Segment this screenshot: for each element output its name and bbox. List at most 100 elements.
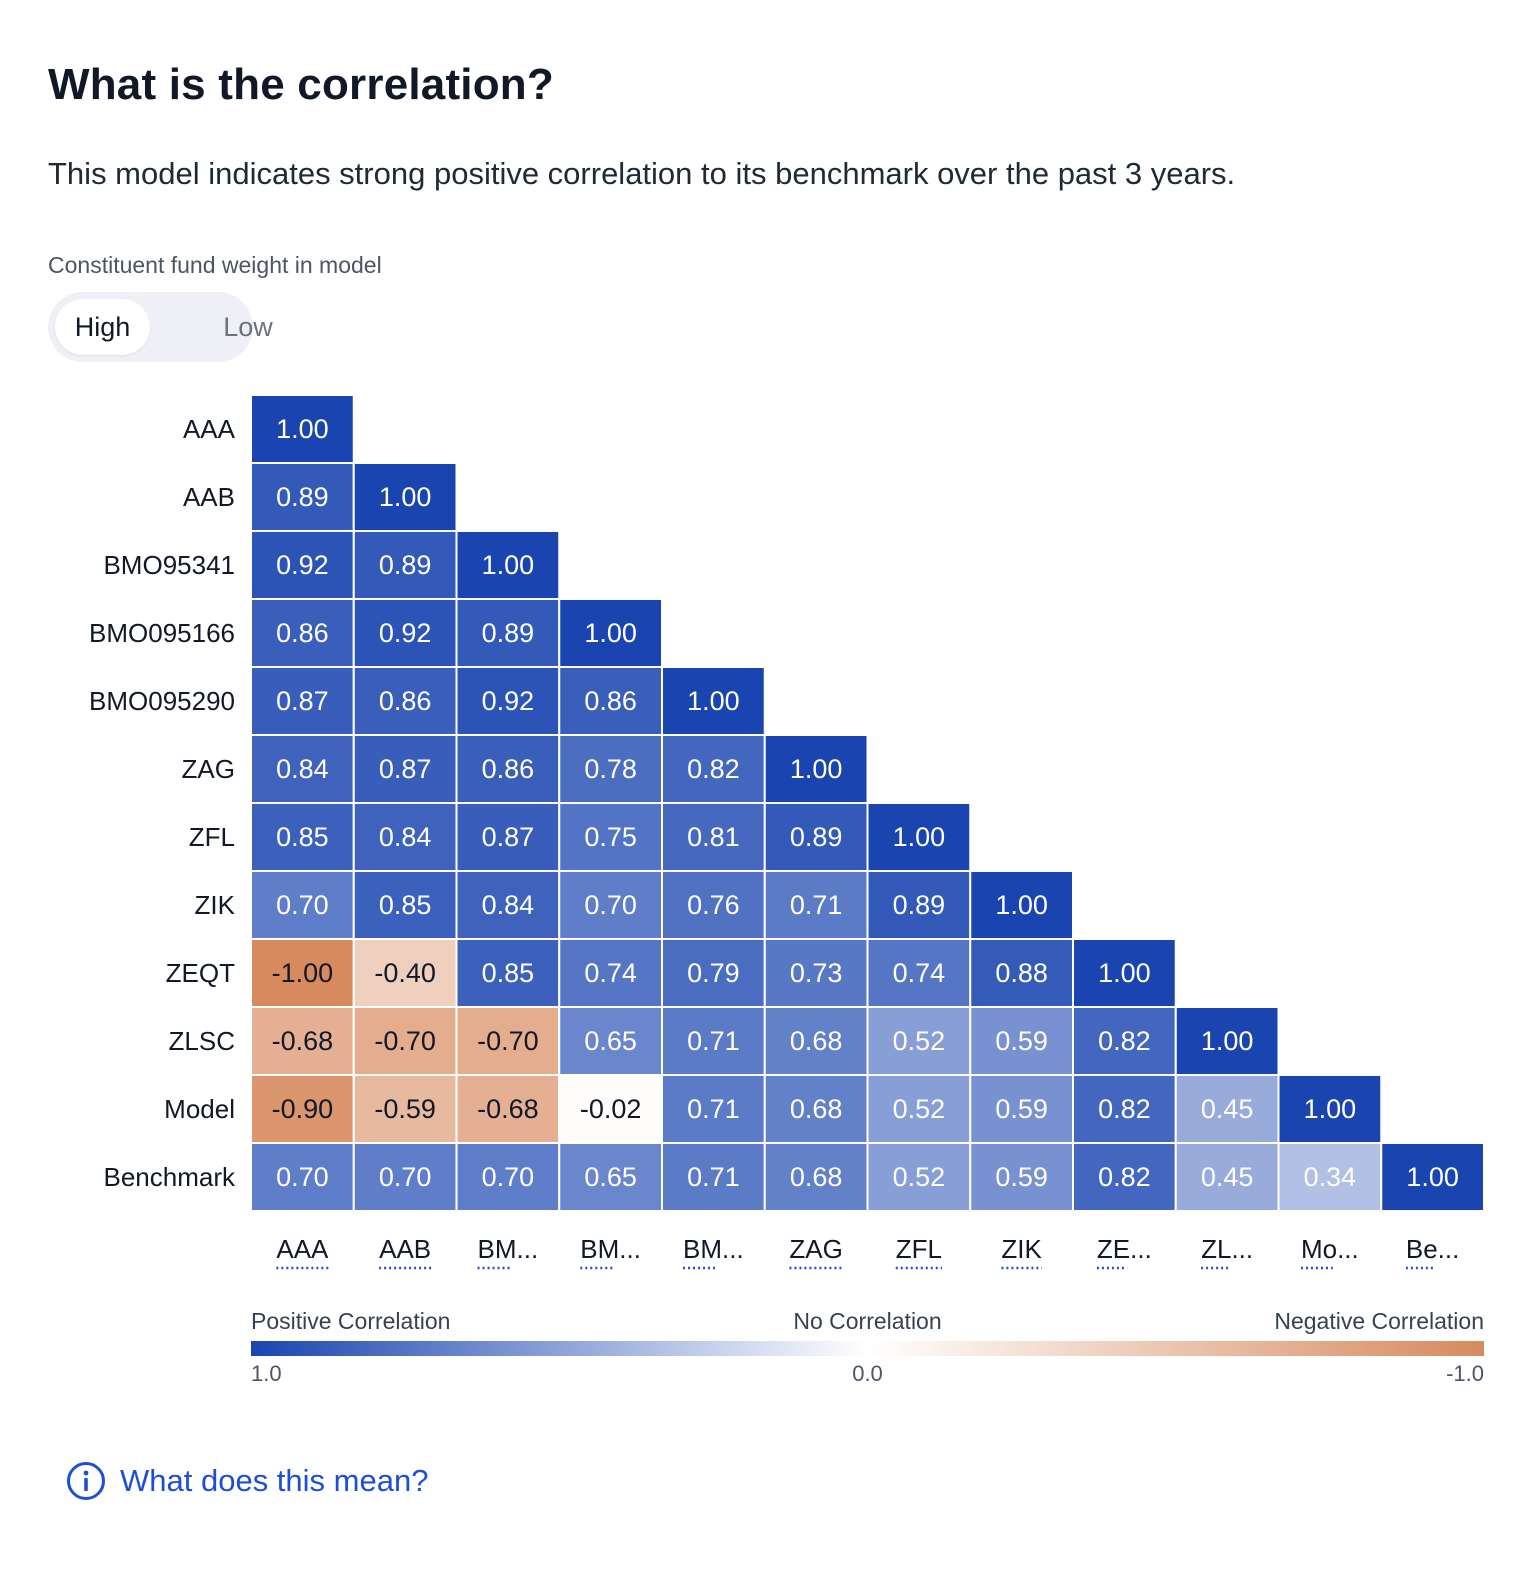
row-label: BMO095166: [89, 618, 235, 648]
heatmap-cell: [558, 1142, 663, 1212]
heatmap-cell-label: 0.87: [379, 754, 432, 784]
heatmap-cell: [1174, 1006, 1280, 1076]
column-label[interactable]: ZAG: [789, 1234, 842, 1264]
heatmap-cell-label: 0.92: [379, 618, 432, 648]
heatmap-cell-label: 0.71: [687, 1094, 740, 1124]
heatmap-cell: [558, 1006, 663, 1076]
heatmap-cell-label: 0.52: [893, 1162, 946, 1192]
heatmap-cell: [352, 666, 458, 736]
heatmap-cell-label: 0.68: [790, 1162, 843, 1192]
column-label[interactable]: BM...: [683, 1234, 744, 1264]
heatmap-cell-label: 0.86: [276, 618, 329, 648]
heatmap-cell: [352, 802, 458, 872]
weight-toggle: High Low: [48, 292, 273, 362]
heatmap-cell-label: 0.81: [687, 822, 740, 852]
row-label: ZIK: [195, 890, 236, 920]
row-label: Benchmark: [104, 1162, 236, 1192]
heatmap-cell-label: 0.87: [276, 686, 329, 716]
heatmap-cell-label: 0.86: [482, 754, 535, 784]
legend-ticks: 1.0 0.0 -1.0: [251, 1361, 1484, 1389]
heatmap-cell: [250, 1074, 355, 1144]
heatmap-cell-label: 0.74: [584, 958, 637, 988]
column-label[interactable]: Mo...: [1301, 1234, 1359, 1264]
heatmap-cell-label: 0.73: [790, 958, 843, 988]
heatmap-cell-label: 0.68: [790, 1026, 843, 1056]
row-label: ZLSC: [169, 1026, 235, 1056]
heatmap-cell: [866, 1142, 972, 1212]
legend-color-scale: [251, 1341, 1484, 1356]
column-label[interactable]: ZL...: [1201, 1234, 1253, 1264]
heatmap-cell: [558, 598, 663, 668]
column-label[interactable]: ZFL: [896, 1234, 942, 1264]
heatmap-cell-label: 0.59: [995, 1094, 1048, 1124]
legend-labels: Positive Correlation No Correlation Nega…: [251, 1308, 1484, 1338]
heatmap-cell-label: -1.00: [272, 958, 334, 988]
heatmap-cell-label: 0.68: [790, 1094, 843, 1124]
heatmap-cell: [969, 1142, 1074, 1212]
heatmap-cell-label: 0.87: [482, 822, 535, 852]
row-label: ZFL: [189, 822, 235, 852]
heatmap-cell-label: -0.40: [374, 958, 436, 988]
heatmap-cell: [455, 1006, 561, 1076]
page-title: What is the correlation?: [48, 60, 554, 109]
heatmap-cell-label: 0.75: [584, 822, 637, 852]
heatmap-cell: [1072, 1142, 1177, 1212]
heatmap-cell: [250, 734, 355, 804]
heatmap-cell-label: 0.70: [379, 1162, 432, 1192]
heatmap-cell: [352, 734, 458, 804]
heatmap-cell: [763, 1142, 869, 1212]
heatmap-cell-label: 0.89: [482, 618, 535, 648]
heatmap-cell: [763, 1074, 869, 1144]
heatmap-cell-label: 0.34: [1304, 1162, 1357, 1192]
heatmap-cell: [1072, 938, 1177, 1008]
heatmap-cell-label: 1.00: [687, 686, 740, 716]
heatmap-cell-label: 0.70: [482, 1162, 535, 1192]
weight-option-low[interactable]: Low: [223, 312, 273, 342]
heatmap-cell-label: 0.65: [584, 1026, 637, 1056]
heatmap-cell-label: 0.59: [995, 1162, 1048, 1192]
heatmap-cell: [455, 530, 561, 600]
heatmap-cell: [455, 870, 561, 940]
weight-toggle-label: Constituent fund weight in model: [48, 252, 382, 278]
help-link[interactable]: What does this mean?: [66, 1458, 428, 1504]
heatmap-cell: [558, 938, 663, 1008]
heatmap-cell-label: 0.82: [687, 754, 740, 784]
heatmap-cell-label: 1.00: [276, 414, 329, 444]
weight-option-high[interactable]: High: [55, 299, 150, 355]
column-label[interactable]: BM...: [478, 1234, 539, 1264]
legend-neutral-label: No Correlation: [793, 1308, 942, 1334]
heatmap-cell-label: 0.85: [276, 822, 329, 852]
heatmap-cell: [455, 734, 561, 804]
column-label[interactable]: Be...: [1406, 1234, 1459, 1264]
heatmap-cell-label: 0.45: [1201, 1094, 1254, 1124]
heatmap-cell-label: 0.89: [379, 550, 432, 580]
heatmap-cell: [1072, 1006, 1177, 1076]
correlation-heatmap: AAA AAB BMO95341 BMO095166 BMO095290 ZAG ZFL ZI…: [89, 394, 1485, 1270]
heatmap-cell-label: 0.70: [584, 890, 637, 920]
heatmap-cell-label: 0.76: [687, 890, 740, 920]
heatmap-cell-label: 0.92: [482, 686, 535, 716]
heatmap-cell: [558, 1074, 663, 1144]
heatmap-cell-label: 0.52: [893, 1026, 946, 1056]
row-label: ZEQT: [166, 958, 235, 988]
heatmap-cell-label: 0.85: [482, 958, 535, 988]
heatmap-cell: [352, 1006, 458, 1076]
column-label[interactable]: ZIK: [1001, 1234, 1042, 1264]
column-label[interactable]: BM...: [580, 1234, 641, 1264]
heatmap-cell-label: 0.88: [995, 958, 1048, 988]
heatmap-cell-label: 0.89: [790, 822, 843, 852]
column-label[interactable]: ZE...: [1097, 1234, 1152, 1264]
heatmap-cell-label: 0.71: [687, 1026, 740, 1056]
heatmap-cell: [969, 1006, 1074, 1076]
heatmap-cell-label: 0.92: [276, 550, 329, 580]
row-label: Model: [164, 1094, 235, 1124]
heatmap-cell: [250, 1006, 355, 1076]
column-label[interactable]: AAA: [276, 1234, 329, 1264]
heatmap-cell: [763, 1006, 869, 1076]
help-link-label: What does this mean?: [120, 1463, 429, 1498]
heatmap-cell-label: 0.71: [790, 890, 843, 920]
heatmap-cell: [866, 802, 972, 872]
heatmap-cell-label: 0.70: [276, 1162, 329, 1192]
heatmap-cell: [763, 734, 869, 804]
column-label[interactable]: AAB: [379, 1234, 431, 1264]
